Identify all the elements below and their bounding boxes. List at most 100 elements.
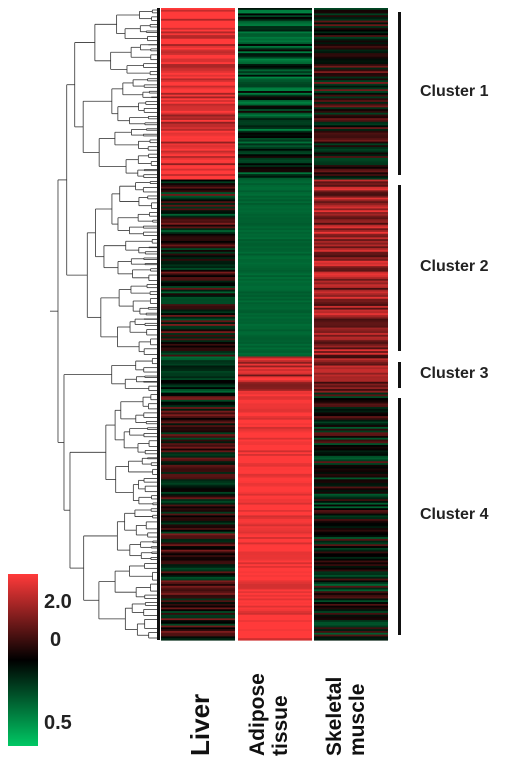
heatmap-cell (314, 101, 388, 105)
heatmap-cell (314, 602, 388, 605)
heatmap-cell (238, 296, 312, 300)
heatmap-cell (238, 139, 312, 143)
heatmap-cell (238, 627, 312, 630)
heatmap-cell (238, 454, 312, 457)
heatmap-cell (314, 363, 388, 367)
heatmap-cell (314, 179, 388, 182)
heatmap-cell (314, 273, 388, 276)
heatmap-cell (161, 249, 235, 253)
heatmap-cell (238, 300, 312, 303)
heatmap-cell (314, 547, 388, 551)
heatmap-cell (161, 36, 235, 40)
heatmap-cell (314, 342, 388, 345)
heatmap-cell (161, 143, 235, 146)
heatmap-cell (161, 506, 235, 509)
heatmap-cell (161, 549, 235, 553)
heatmap-cell (161, 118, 235, 121)
heatmap-cell (238, 197, 312, 201)
heatmap-cell (238, 607, 312, 610)
heatmap-cell (238, 358, 312, 361)
heatmap-cell (238, 237, 312, 240)
heatmap-cell (161, 266, 235, 269)
heatmap-cell (314, 603, 388, 607)
heatmap-cell (161, 51, 235, 54)
heatmap-cell (238, 18, 312, 22)
heatmap-cell (238, 65, 312, 69)
heatmap-cell (161, 286, 235, 289)
heatmap-cell (161, 145, 235, 148)
column-label: Adipose tissue (246, 673, 292, 756)
heatmap-cell (161, 430, 235, 433)
heatmap-cell (238, 58, 312, 61)
heatmap-cell (161, 20, 235, 24)
heatmap-cell (314, 470, 388, 473)
heatmap-cell (161, 630, 235, 634)
heatmap-cell (238, 488, 312, 491)
heatmap-cell (238, 502, 312, 506)
heatmap-cell (238, 517, 312, 520)
heatmap-cell (161, 98, 235, 101)
heatmap-cell (238, 562, 312, 565)
heatmap-cell (161, 419, 235, 423)
heatmap-cell (238, 602, 312, 605)
heatmap-cell (238, 11, 312, 15)
heatmap-cell (238, 435, 312, 439)
heatmap-cell (314, 369, 388, 372)
heatmap-cell (314, 520, 388, 524)
heatmap-cell (314, 329, 388, 332)
heatmap-column-adipose-tissue (238, 8, 312, 641)
heatmap-cell (314, 611, 388, 614)
heatmap-cell (314, 293, 388, 296)
heatmap-cell (314, 148, 388, 152)
heatmap-cell (161, 123, 235, 126)
heatmap-cell (238, 322, 312, 325)
heatmap-cell (161, 71, 235, 74)
heatmap-cell (238, 313, 312, 316)
heatmap-cell (161, 177, 235, 181)
heatmap-cell (161, 219, 235, 222)
heatmap-cell (238, 230, 312, 233)
heatmap-cell (238, 208, 312, 211)
heatmap-cell (238, 531, 312, 535)
heatmap-cell (238, 412, 312, 415)
heatmap-cell (161, 591, 235, 594)
heatmap-cell (238, 522, 312, 526)
heatmap-cell (314, 269, 388, 273)
heatmap-cell (161, 83, 235, 87)
heatmap-cell (161, 560, 235, 563)
heatmap-cell (314, 432, 388, 435)
heatmap-cell (238, 193, 312, 197)
heatmap-cell (161, 136, 235, 139)
heatmap-cell (161, 269, 235, 273)
heatmap-cell (238, 240, 312, 244)
heatmap-cell (238, 573, 312, 576)
heatmap-cell (238, 464, 312, 468)
heatmap-cell (161, 188, 235, 191)
heatmap-cell (161, 605, 235, 609)
heatmap-cell (314, 277, 388, 280)
heatmap-cell (314, 309, 388, 312)
heatmap-cell (238, 266, 312, 269)
heatmap-cell (238, 235, 312, 238)
heatmap-cell (238, 166, 312, 170)
heatmap-cell (314, 562, 388, 565)
heatmap-cell (314, 313, 388, 316)
heatmap-cell (314, 26, 388, 29)
heatmap-cell (161, 533, 235, 536)
heatmap-cell (238, 78, 312, 81)
heatmap-cell (238, 508, 312, 511)
heatmap-cell (238, 479, 312, 482)
heatmap-cell (161, 390, 235, 394)
heatmap-cell (161, 298, 235, 302)
heatmap-cell (314, 473, 388, 477)
heatmap-cell (314, 616, 388, 619)
heatmap-cell (314, 378, 388, 381)
heatmap-cell (161, 416, 235, 419)
heatmap-cell (161, 324, 235, 327)
heatmap-cell (161, 336, 235, 340)
heatmap-cell (161, 497, 235, 500)
heatmap-cell (314, 468, 388, 471)
heatmap-cell (238, 347, 312, 350)
heatmap-cell (161, 73, 235, 76)
heatmap-cell (238, 567, 312, 571)
